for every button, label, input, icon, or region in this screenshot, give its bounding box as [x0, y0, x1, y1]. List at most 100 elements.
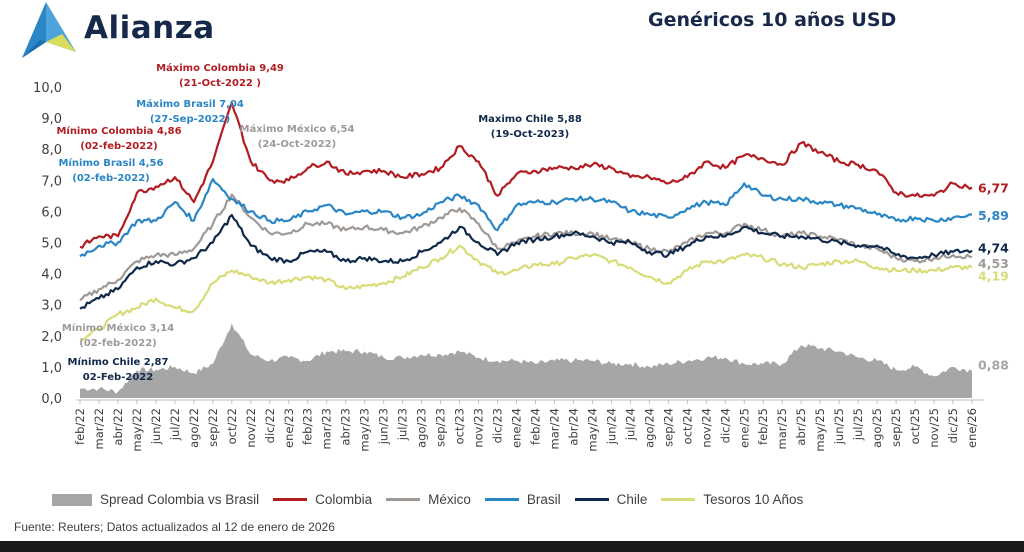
- x-tick-label: mar/22: [92, 408, 106, 450]
- mexico-end-label: 4,53: [978, 256, 1009, 271]
- annotation-chile-date: (19-Oct-2023): [491, 129, 569, 140]
- annotation-colombia-title: Máximo Colombia 9,49: [156, 62, 284, 74]
- spread-end-label: 0,88: [978, 358, 1009, 373]
- colombia-end-label: 6,77: [978, 180, 1009, 195]
- legend-item-chile: Chile: [574, 492, 648, 507]
- y-tick-label: 8,0: [41, 143, 62, 158]
- annotation-brasil-date: (27-Sep-2022): [150, 114, 230, 125]
- brand-name: Alianza: [84, 10, 215, 46]
- x-tick-label: nov/24: [699, 408, 713, 448]
- x-tick-label: ago/24: [642, 408, 656, 448]
- annotation-mexico-title: Mínimo México 3,14: [62, 322, 174, 334]
- y-tick-label: 7,0: [41, 174, 62, 189]
- x-tick-label: may/25: [813, 408, 827, 452]
- x-tick-label: dic/22: [263, 408, 277, 443]
- brasil-end-label: 5,89: [978, 208, 1009, 223]
- x-tick-label: sep/24: [661, 408, 675, 447]
- x-tick-label: abr/23: [339, 408, 353, 446]
- x-tick-label: nov/25: [927, 408, 941, 448]
- legend-item-colombia: Colombia: [273, 492, 372, 507]
- x-tick-label: sep/23: [434, 408, 448, 447]
- x-tick-label: may/23: [358, 408, 372, 452]
- x-tick-label: jun/25: [832, 408, 846, 445]
- x-tick-label: feb/24: [528, 408, 542, 445]
- x-tick-label: ene/24: [510, 408, 524, 448]
- x-tick-label: feb/23: [301, 408, 315, 445]
- x-tick-label: sep/25: [889, 408, 903, 447]
- x-tick-label: jul/24: [623, 408, 637, 441]
- x-tick-label: nov/23: [472, 408, 486, 448]
- y-tick-label: 6,0: [41, 205, 62, 220]
- legend-swatch-chile: [574, 498, 609, 501]
- colombia-line: [79, 101, 973, 249]
- alianza-logo-icon: [22, 2, 76, 58]
- y-tick-label: 5,0: [41, 237, 62, 252]
- x-tick-label: sep/22: [206, 408, 220, 447]
- x-tick-label: ene/25: [737, 408, 751, 448]
- x-tick-label: nov/22: [244, 408, 258, 448]
- x-tick-label: oct/24: [680, 408, 694, 444]
- x-tick-label: abr/22: [111, 408, 125, 446]
- x-tick-label: oct/22: [225, 408, 239, 444]
- chart-title: Genéricos 10 años USD: [648, 9, 897, 31]
- x-axis: feb/22 mar/22 abr/22 may/22 jun/22 jul/22 ago/…: [73, 399, 984, 452]
- x-tick-label: ene/23: [282, 408, 296, 448]
- x-tick-label: mar/25: [775, 408, 789, 450]
- annotation-brasil-title: Máximo Brasil 7,04: [136, 98, 244, 110]
- annotation-mexico-date: (24-Oct-2022): [258, 139, 336, 150]
- legend-label: México: [428, 492, 471, 507]
- x-tick-label: feb/22: [73, 408, 87, 445]
- y-tick-label: 3,0: [41, 299, 62, 314]
- legend-swatch-spread: [52, 493, 92, 506]
- legend-label: Brasil: [526, 492, 561, 507]
- x-tick-label: dic/24: [718, 408, 732, 443]
- annotation-colombia-title: Mínimo Colombia 4,86: [56, 125, 181, 137]
- annotation-colombia-date: (21-Oct-2022 ): [179, 78, 261, 89]
- x-tick-label: may/24: [585, 408, 599, 452]
- bottom-bar: [0, 541, 1024, 552]
- legend-item-mexico: México: [386, 492, 471, 507]
- annotation-mexico-title: Máximo México 6,54: [240, 123, 355, 135]
- annotation-colombia-date: (02-feb-2022): [80, 141, 157, 152]
- legend-swatch-tesoros: [661, 498, 696, 501]
- legend-swatch-brasil: [484, 498, 519, 501]
- annotation-brasil-date: (02-feb-2022): [72, 173, 149, 184]
- x-tick-label: jul/25: [851, 408, 865, 441]
- y-tick-label: 9,0: [41, 112, 62, 127]
- y-tick-label: 4,0: [41, 268, 62, 283]
- legend-label: Colombia: [315, 492, 373, 507]
- tesoros-end-label: 4,19: [978, 269, 1009, 284]
- x-tick-label: jun/22: [149, 408, 163, 445]
- chile-end-label: 4,74: [978, 241, 1009, 256]
- x-tick-label: ago/23: [415, 408, 429, 448]
- x-tick-label: mar/24: [547, 408, 561, 450]
- tesoros-line: [79, 244, 973, 341]
- x-tick-label: abr/25: [794, 408, 808, 446]
- x-tick-label: may/22: [130, 408, 144, 452]
- x-tick-label: oct/25: [908, 408, 922, 444]
- x-tick-label: oct/23: [453, 408, 467, 444]
- source-note: Fuente: Reuters; Datos actualizados al 1…: [14, 520, 335, 534]
- annotations: Máximo Colombia 9,49 (21-Oct-2022 ) Máximo…: [56, 62, 581, 383]
- mexico-line: [79, 193, 973, 302]
- brasil-line: [79, 178, 973, 258]
- annotation-brasil-title: Mínimo Brasil 4,56: [59, 157, 164, 169]
- x-tick-label: dic/25: [946, 408, 960, 443]
- chile-line: [79, 214, 973, 310]
- legend-label: Tesoros 10 Años: [703, 492, 804, 507]
- legend-item-brasil: Brasil: [484, 492, 561, 507]
- annotation-chile-title: Maximo Chile 5,88: [478, 114, 582, 125]
- y-tick-label: 10,0: [33, 81, 62, 96]
- spread-area: [80, 323, 972, 398]
- x-tick-label: feb/25: [756, 408, 770, 445]
- x-tick-label: ago/25: [870, 408, 884, 448]
- legend-swatch-mexico: [386, 498, 421, 501]
- x-tick-label: jul/22: [168, 408, 182, 441]
- x-tick-label: ene/26: [965, 408, 979, 448]
- annotation-chile-title: Mínimo Chile 2,87: [68, 356, 169, 368]
- legend: Spread Colombia vs Brasil Colombia México B…: [52, 492, 817, 507]
- legend-label: Chile: [616, 492, 648, 507]
- y-tick-label: 1,0: [41, 361, 62, 376]
- series-layer: [79, 101, 973, 398]
